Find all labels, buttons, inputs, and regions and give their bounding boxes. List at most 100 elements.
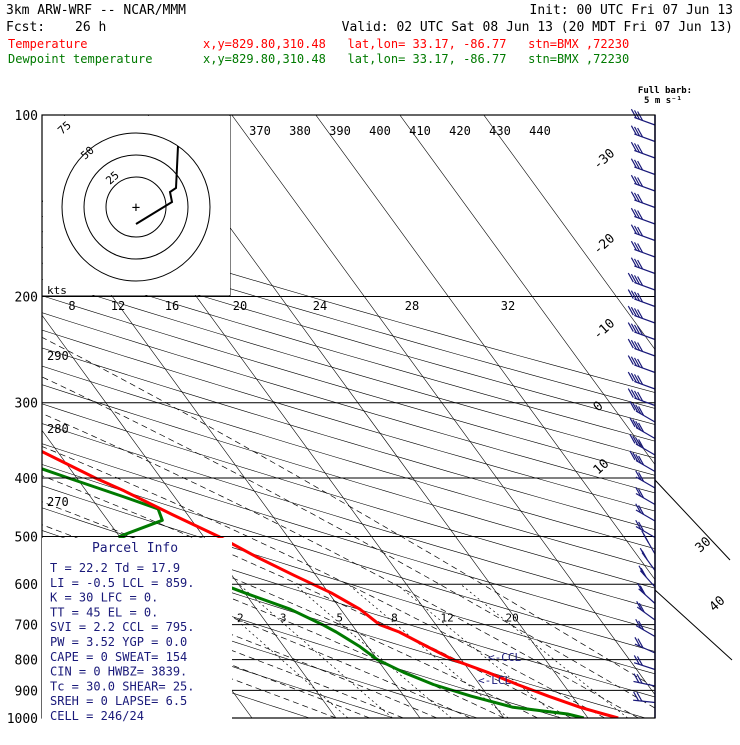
mixing-ratio-line <box>347 583 509 718</box>
wind-barb-flag <box>637 144 644 154</box>
wind-barb-flag <box>637 583 644 593</box>
wind-barb-flag <box>638 505 645 515</box>
init-time: Init: 00 UTC Fri 07 Jun 13 <box>530 3 734 18</box>
wind-barb-flag <box>638 521 645 532</box>
mixing-ratio-label: 12 <box>440 612 453 625</box>
wind-barb-flag <box>637 259 644 270</box>
parcel-info-rows: T = 22.2 Td = 17.9LI = -0.5 LCL = 859.K … <box>50 561 195 723</box>
wind-barb-flag <box>635 486 642 497</box>
wind-barb <box>635 509 656 522</box>
pressure-tick-label: 300 <box>15 397 38 412</box>
dry-adiabat-line <box>42 423 655 610</box>
pressure-tick-label: 200 <box>15 291 38 306</box>
wind-barb-flag <box>633 126 641 137</box>
wind-barb <box>638 588 656 604</box>
hodograph-ring <box>61 132 211 282</box>
dry-adiabat-line <box>42 403 655 589</box>
isotherm-tick-label: 40 <box>707 593 729 615</box>
dewpoint-location-info: x,y=829.80,310.48 lat,lon= 33.17, -86.77… <box>203 52 629 66</box>
wind-barb-flag <box>638 620 645 631</box>
wind-barb-flag <box>633 291 641 302</box>
parcel-info-row: Tc = 30.0 SHEAR= 25. <box>50 679 195 693</box>
wind-barb-flag <box>638 406 645 416</box>
mixing-ratio-line <box>238 583 393 718</box>
wind-barb <box>634 380 656 390</box>
isotherm-tick-label: -30 <box>591 146 618 173</box>
wind-barb-flag <box>636 601 643 611</box>
wind-barb-flag <box>633 258 641 269</box>
isotherm-tick-label: 10 <box>591 456 613 478</box>
wind-barb-flag <box>635 420 642 431</box>
dewpoint-profile-line <box>42 467 585 718</box>
wind-barb-flag <box>637 358 644 369</box>
wind-barb-flag <box>630 273 637 284</box>
wind-barb <box>633 662 656 671</box>
wind-barb-flag <box>633 341 641 351</box>
dry-adiabat-line <box>42 443 655 631</box>
hodograph-origin-icon: + <box>132 200 140 216</box>
wind-barb-flag <box>639 585 646 595</box>
wind-barb-flag <box>627 355 634 365</box>
wind-barb-flag <box>627 272 634 283</box>
dry-adiabat-line <box>42 216 655 393</box>
wind-barb-flag <box>633 225 641 236</box>
wind-barb-flag <box>635 519 642 530</box>
theta-e-tick-label: 380 <box>289 124 311 138</box>
wind-barb-flag <box>638 472 645 482</box>
wind-barb-flag <box>636 656 643 666</box>
hodograph-unit-label: kts <box>47 284 67 297</box>
wind-barb-flag <box>627 322 634 332</box>
plot-frame <box>41 114 656 719</box>
wind-barb-flag <box>630 389 637 400</box>
wind-barb <box>635 624 656 638</box>
fcst-label: Fcst: <box>6 20 45 35</box>
wind-barb-flag <box>633 242 641 252</box>
wind-barb-flag <box>635 470 642 481</box>
wind-barb-flag <box>637 276 644 286</box>
theta-e-tick-label: 430 <box>489 124 511 138</box>
dry-adiabat-line <box>42 485 655 675</box>
wind-barb <box>634 298 656 308</box>
mixing-ratio-label: 5 <box>336 612 343 625</box>
hodograph-axis-tick: 28 <box>405 299 419 313</box>
wind-barb-flag <box>632 419 639 429</box>
dry-adiabat-line <box>42 312 655 494</box>
hodograph-ring <box>83 154 189 260</box>
parcel-info-row: TT = 45 EL = 0. <box>50 605 158 619</box>
wind-barb <box>634 215 656 225</box>
pressure-tick-label: 600 <box>15 578 38 593</box>
dry-adiabat-line <box>42 231 655 409</box>
mixing-ratio-line <box>460 583 628 718</box>
wind-barb <box>634 397 656 407</box>
parcel-info-row: K = 30 LFC = 0. <box>50 591 158 605</box>
hodograph-axis-tick: 32 <box>501 299 515 313</box>
right-skew-border <box>654 589 733 661</box>
wind-barb-flag <box>638 602 645 613</box>
fcst-value: 26 h <box>75 20 106 35</box>
moist-adiabat-line <box>42 595 370 718</box>
wind-barb-flag <box>637 177 644 187</box>
pressure-tick-label: 900 <box>15 684 38 699</box>
theta-e-tick-label: 370 <box>249 124 271 138</box>
temperature-profile-line <box>42 449 619 718</box>
isotherm-tick-label: 0 <box>591 399 607 415</box>
parcel-info-row: CIN = 0 HWBZ= 3839. <box>50 665 187 679</box>
wind-barb-flag <box>637 342 644 352</box>
wind-barb-flag <box>629 434 636 444</box>
wind-barb-flag <box>637 127 644 138</box>
moist-adiabat-line <box>42 376 655 709</box>
wind-barb-flag <box>635 503 642 514</box>
isotherm-line <box>231 115 655 696</box>
wind-barb-flag <box>633 673 640 683</box>
parcel-info-row: LI = -0.5 LCL = 859. <box>50 576 195 590</box>
wind-barb-flag <box>627 305 634 316</box>
temperature-legend: Temperature <box>8 37 87 51</box>
hodograph-axis-tick: 24 <box>313 299 327 313</box>
wind-barb-flag <box>640 567 647 578</box>
right-skew-border <box>654 479 731 561</box>
isotherm-tick-label: -20 <box>591 231 618 258</box>
wind-barb <box>636 606 656 621</box>
dry-adiabat-line <box>42 329 655 512</box>
theta-e-tick-label: 440 <box>529 124 551 138</box>
